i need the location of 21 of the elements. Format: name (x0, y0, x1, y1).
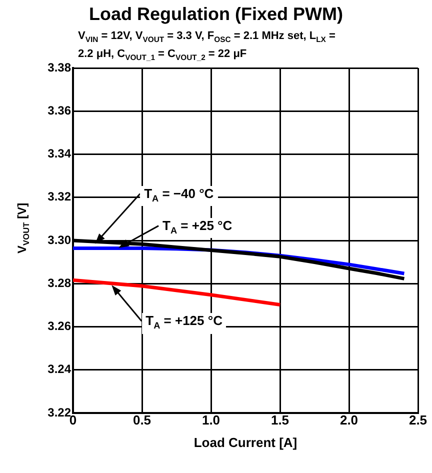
y-tick-label: 3.30 (48, 232, 72, 247)
x-tick-label: 1.0 (202, 412, 220, 428)
x-tick-label: 0.5 (132, 412, 152, 428)
y-tick-label: 3.24 (48, 362, 72, 376)
y-tick-label: 3.36 (48, 103, 72, 118)
y-tick-label: 3.32 (48, 190, 72, 204)
x-tick-label: 1.5 (270, 412, 290, 428)
y-tick-label: 3.28 (48, 276, 72, 290)
x-tick-label: 0 (69, 412, 77, 428)
x-tick-label: 2.0 (340, 412, 358, 428)
y-tick-label: 3.22 (48, 405, 72, 420)
annotation: T$_{A}$ = −40 °C (140, 186, 218, 206)
x-tick-label: 2.5 (408, 412, 428, 428)
annotation: T$_{A}$ = +25 °C (158, 218, 236, 238)
x-axis-title: Load Current [A] (194, 434, 298, 450)
y-tick-label: 3.34 (48, 146, 72, 161)
text: V$_{VIN}$ = 12V, V$_{VOUT}$ = 3.3 V, F$_{OSC}$ = 2.1 MHz set, L$_{LX}$ = 2.2 μH, C$_{VOUT_1}$ = C$_{VOUT_2}$ = 22 μF (78, 30, 336, 62)
chart-title: Load Regulation (Fixed PWM) (88, 4, 344, 25)
annotation: T$_{A}$ = +125 °C (142, 313, 226, 334)
y-tick-label: 3.26 (48, 319, 72, 334)
y-tick-label: 3.38 (48, 60, 72, 74)
